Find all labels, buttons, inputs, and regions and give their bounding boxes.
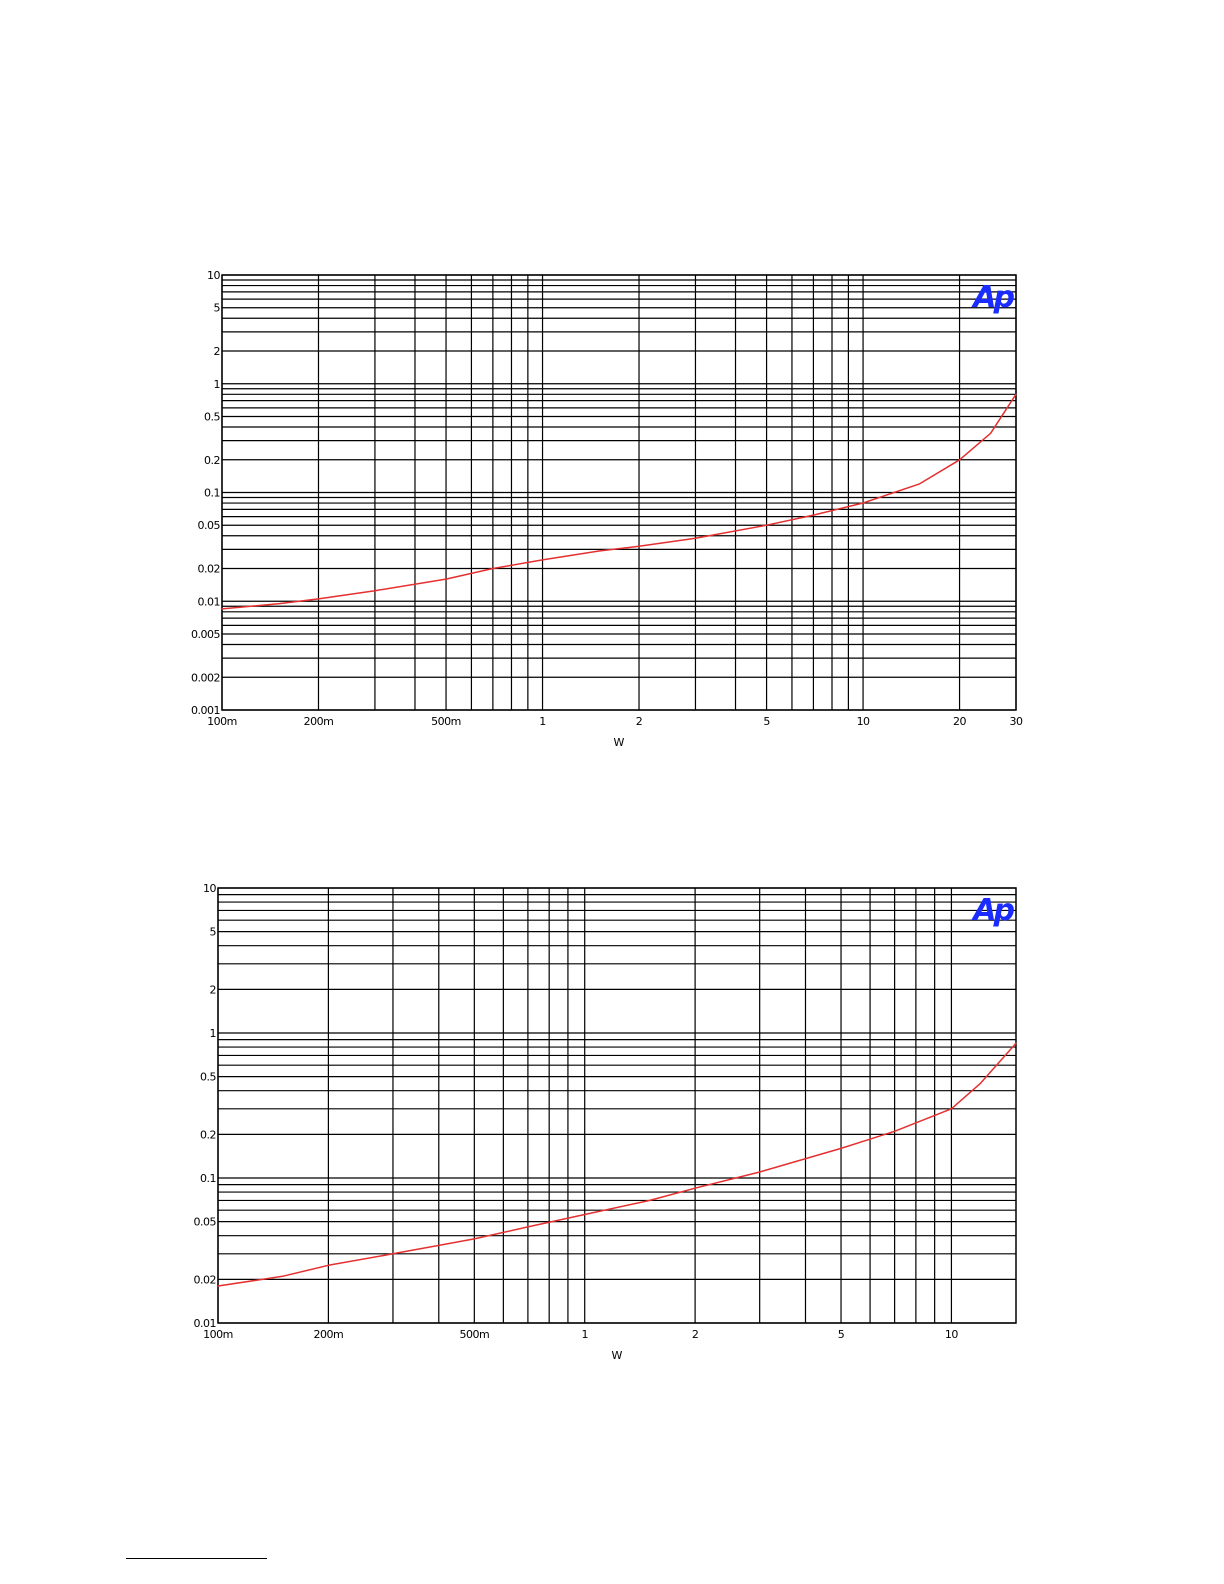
data-point (541, 559, 544, 561)
data-point (990, 432, 992, 434)
x-tick-label: 1 (539, 715, 546, 728)
x-tick-label: 10 (857, 715, 870, 728)
data-point (1015, 393, 1017, 395)
x-tick-label: 30 (1010, 715, 1023, 728)
data-point (648, 1199, 650, 1202)
y-tick-label: 2 (214, 345, 221, 358)
data-point (277, 603, 280, 605)
x-tick-label: 100m (203, 1328, 233, 1341)
y-tick-label: 0.05 (194, 1216, 217, 1229)
data-point (694, 537, 697, 539)
y-tick-label: 0.2 (200, 1128, 216, 1141)
data-point (392, 1253, 394, 1255)
grid (221, 274, 1017, 711)
data-point (221, 608, 223, 610)
data-point (327, 1264, 329, 1266)
data-point (598, 550, 600, 552)
y-tick-label: 0.02 (194, 1273, 217, 1286)
x-axis-label: W (612, 1349, 623, 1362)
x-axis-label: W (614, 736, 625, 749)
data-point (584, 1213, 586, 1216)
x-tick-label: 1 (581, 1328, 588, 1341)
data-point (1015, 1042, 1017, 1044)
x-tick-label: 10 (945, 1328, 958, 1341)
y-tick-label: 5 (214, 302, 221, 315)
y-tick-label: 0.02 (198, 563, 221, 576)
x-tick-label: 500m (459, 1328, 489, 1341)
plot-frame (217, 887, 1017, 1324)
y-tick-label: 0.05 (198, 519, 221, 532)
x-tick-label: 500m (431, 715, 461, 728)
y-tick-label: 0.1 (204, 487, 220, 500)
grid (217, 887, 1016, 1324)
y-tick-label: 0.5 (204, 410, 220, 423)
data-point (281, 1275, 284, 1277)
y-tick-label: 0.002 (191, 671, 220, 684)
data-point (958, 459, 961, 461)
data-point (840, 1147, 842, 1150)
data-point (862, 502, 864, 504)
plot-frame (221, 274, 1017, 711)
series-line (217, 1042, 1017, 1287)
y-tick-label: 0.5 (200, 1071, 216, 1084)
y-tick-label: 0.005 (191, 628, 220, 641)
chart-1: 10 5 2 1 0.5 0.2 0.1 0.05 0.02 0.01 0.005 0.002 0.00… (191, 269, 1023, 749)
data-point (979, 1082, 982, 1084)
data-point (473, 1238, 475, 1240)
data-point (918, 483, 921, 485)
x-tick-label: 2 (692, 1328, 699, 1341)
data-point (638, 545, 640, 547)
y-tick-label: 0.01 (198, 595, 221, 608)
x-tick-label: 5 (838, 1328, 845, 1341)
y-tick-label: 10 (207, 269, 220, 282)
data-point (445, 578, 447, 580)
x-tick-label: 100m (207, 715, 237, 728)
y-tick-label: 0.1 (200, 1172, 216, 1185)
data-point (527, 1226, 529, 1228)
y-tick-label: 2 (210, 983, 217, 996)
data-point (812, 514, 815, 516)
data-point (694, 1187, 696, 1189)
footnote-rule (126, 1558, 267, 1559)
data-point (765, 524, 768, 526)
data-point (894, 1130, 896, 1132)
x-tick-label: 200m (304, 715, 334, 728)
y-tick-label: 1 (210, 1027, 217, 1040)
data-point (217, 1285, 219, 1287)
y-tick-label: 5 (210, 926, 217, 939)
data-point (950, 1108, 953, 1110)
y-tick-label: 0.2 (204, 454, 220, 467)
y-tick-label: 10 (203, 882, 216, 895)
ap-logo: Ap (971, 893, 1014, 928)
data-point (374, 590, 376, 592)
y-tick-label: 0.001 (191, 704, 220, 717)
y-tick-label: 1 (214, 378, 221, 391)
x-tick-label: 5 (763, 715, 770, 728)
data-point (492, 567, 494, 570)
data-point (759, 1171, 761, 1173)
x-tick-label: 20 (953, 715, 966, 728)
x-tick-label: 2 (636, 715, 643, 728)
ap-logo: Ap (971, 280, 1014, 315)
data-point (317, 598, 320, 600)
y-tick-label: 0.01 (194, 1317, 217, 1330)
x-tick-label: 200m (314, 1328, 344, 1341)
